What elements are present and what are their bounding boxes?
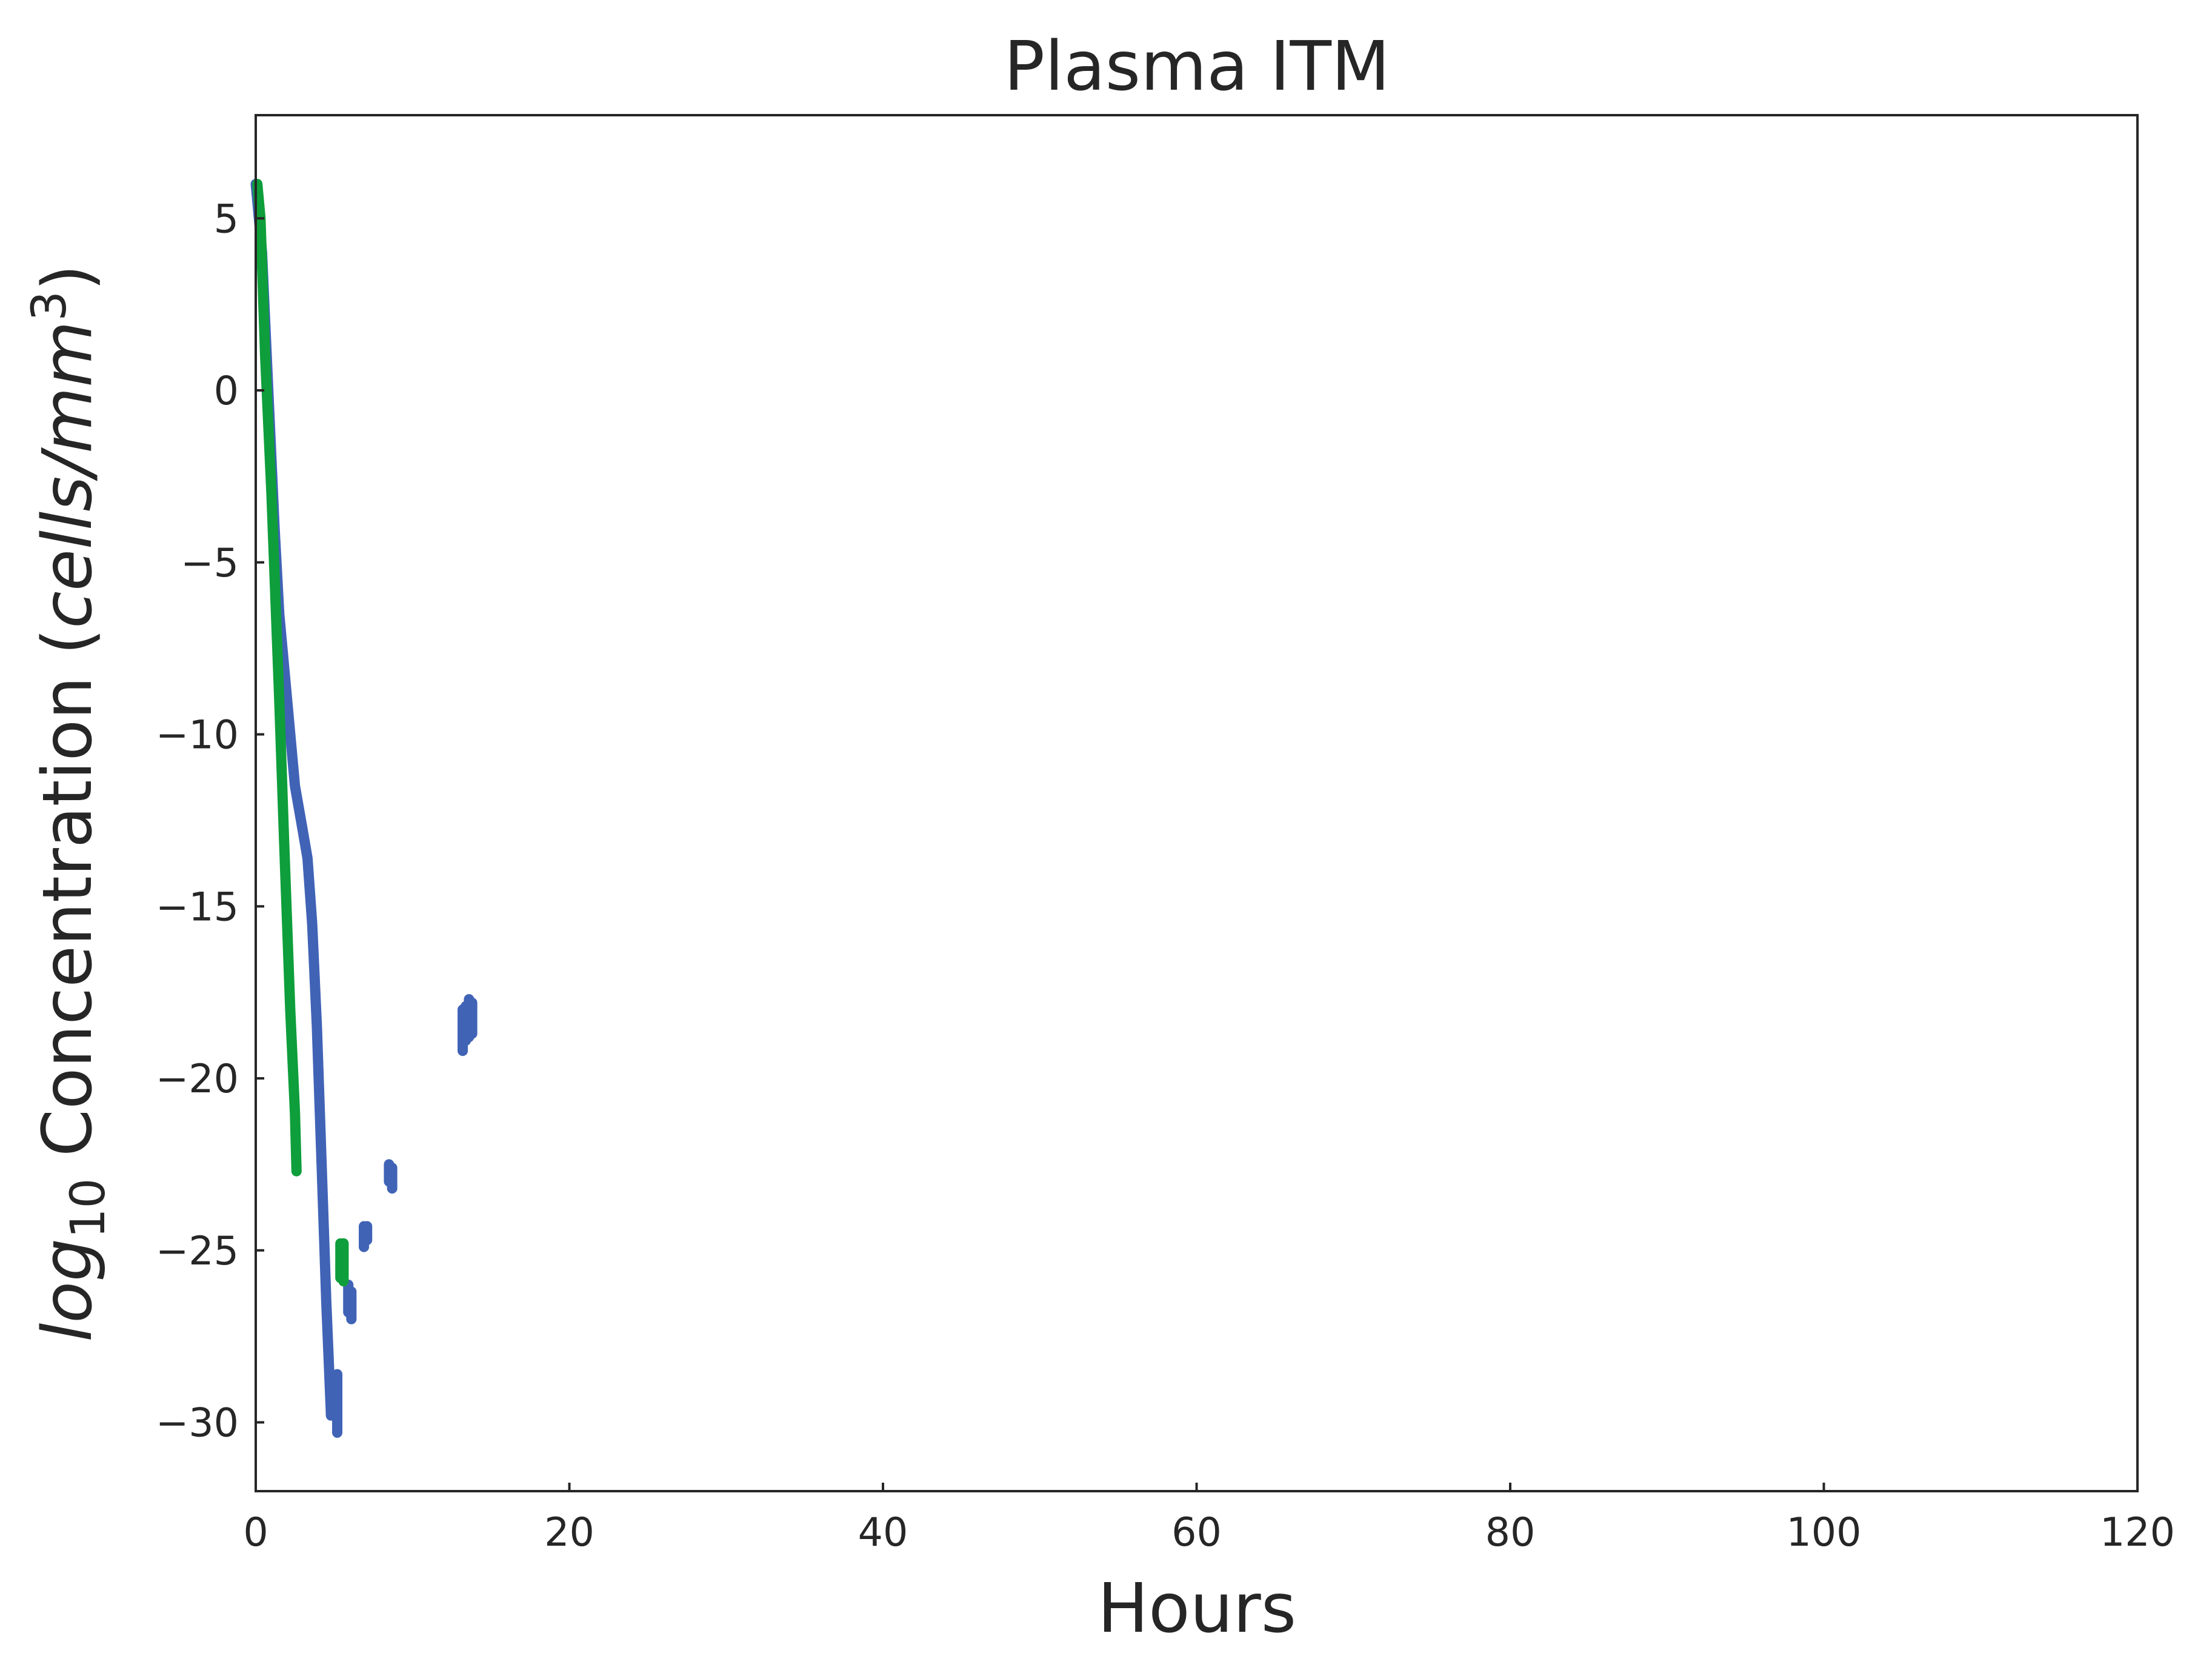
chart-title: Plasma ITM [1004,27,1390,106]
x-tick-label: 0 [243,1510,268,1555]
y-tick-label: 5 [214,196,239,242]
y-tick-label: −25 [156,1229,239,1274]
x-axis: 0 20 40 60 80 100 120 [243,1483,2175,1555]
y-tick-label: −20 [156,1057,239,1102]
y-tick-label: 0 [214,369,239,414]
y-axis-title-close: ) [28,264,107,291]
series-2-line [252,179,302,1177]
y-axis-title-log: log [28,1238,107,1342]
x-tick-label: 40 [858,1510,908,1555]
x-tick-label: 60 [1171,1510,1222,1555]
y-axis-title-superscript: 3 [22,291,77,321]
y-axis-title-unit: cells/mm [28,321,107,629]
y-tick-label: −15 [156,884,239,930]
x-tick-label: 100 [1786,1510,1861,1555]
y-axis-title-text: Concentration ( [28,629,107,1178]
y-axis-title: log10 Concentration (cells/mm3) [22,264,116,1342]
x-tick-label: 80 [1485,1510,1536,1555]
y-tick-label: −30 [156,1401,239,1446]
x-tick-label: 120 [2100,1510,2175,1555]
y-tick-label: −5 [181,541,239,586]
y-tick-label: −10 [156,713,239,758]
y-axis: 5 0 −5 −10 −15 −20 −25 −30 [156,196,264,1446]
y-axis-title-subscript: 10 [61,1178,116,1238]
series-layer [250,179,478,1438]
x-tick-label: 20 [544,1510,595,1555]
x-axis-title: Hours [1098,1569,1296,1648]
